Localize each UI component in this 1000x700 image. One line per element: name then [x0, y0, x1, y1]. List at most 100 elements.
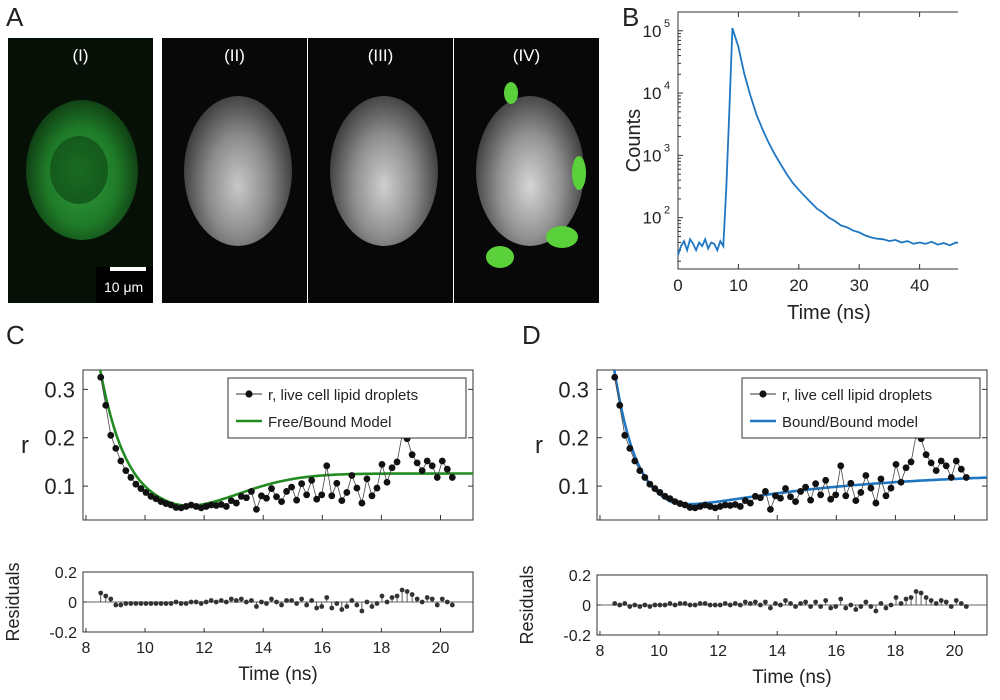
data-point — [152, 495, 160, 503]
data-point — [288, 483, 295, 491]
residual-point — [439, 596, 445, 602]
residual-point — [223, 599, 229, 605]
x-tick-label: 30 — [850, 276, 869, 295]
residual-point — [707, 602, 713, 608]
x-tick-label: 10 — [729, 276, 748, 295]
residual-point — [284, 598, 289, 603]
residual-point — [173, 599, 179, 605]
data-point — [212, 502, 220, 509]
residual-point — [868, 604, 874, 609]
data-point — [393, 458, 401, 466]
data-point — [222, 503, 230, 510]
data-point — [746, 499, 754, 507]
data-point — [132, 480, 140, 488]
data-point — [827, 495, 835, 503]
legend-label-model: Bound/Bound model — [782, 414, 918, 431]
residual-point — [103, 593, 109, 599]
data-point — [242, 494, 250, 502]
data-point — [641, 474, 649, 481]
residual-x-tick-label: 10 — [650, 643, 668, 660]
data-point — [107, 431, 115, 439]
data-point — [686, 504, 694, 511]
data-point — [117, 457, 125, 465]
y-tick-label: 10 — [643, 209, 662, 228]
residual-point — [677, 601, 683, 606]
residual-x-tick-label: 20 — [432, 640, 450, 657]
data-point — [897, 478, 905, 486]
data-point — [142, 489, 150, 496]
cell-body — [184, 96, 292, 246]
residual-point — [717, 602, 723, 608]
residual-point — [153, 601, 159, 606]
residual-point — [319, 604, 325, 609]
residual-point — [309, 598, 315, 603]
data-point — [877, 475, 885, 483]
data-point — [418, 467, 426, 475]
residual-y-axis-label: Residuals — [3, 562, 23, 641]
residual-point — [647, 604, 653, 609]
y-tick-label: 0.2 — [558, 426, 589, 451]
image-label-2: (II) — [224, 46, 245, 65]
data-point — [857, 489, 865, 496]
data-point — [862, 472, 870, 479]
data-point — [792, 498, 799, 506]
data-point — [787, 493, 794, 501]
residual-point — [833, 604, 839, 609]
residual-point — [98, 590, 104, 596]
data-point — [112, 444, 120, 452]
y-axis-label: r — [535, 432, 543, 459]
residual-point — [259, 599, 264, 605]
residual-point — [419, 599, 425, 605]
residual-y-axis-label: Residuals — [517, 565, 537, 644]
residual-point — [943, 599, 949, 605]
residual-point — [213, 599, 219, 605]
droplet-overlay — [504, 82, 518, 104]
anisotropy-chart-free-bound: 0.1 0.2 0.3 r r, live cell lipid droplets Fre… — [3, 369, 474, 685]
data-point — [822, 476, 830, 484]
data-point — [368, 492, 376, 500]
residual-point — [737, 602, 743, 608]
data-point — [448, 474, 456, 481]
data-point — [872, 499, 880, 507]
data-point — [248, 488, 255, 495]
residual-point — [108, 596, 114, 602]
residual-point — [198, 601, 204, 606]
data-point — [303, 491, 311, 499]
residual-point — [364, 599, 370, 605]
residual-point — [203, 599, 209, 605]
data-point — [927, 459, 935, 467]
residual-point — [228, 596, 234, 602]
residual-point — [727, 602, 733, 608]
data-point — [293, 496, 301, 504]
residual-point — [913, 589, 919, 594]
residual-point — [883, 605, 889, 611]
legend-label-data: r, live cell lipid droplets — [268, 387, 418, 404]
residual-point — [813, 599, 819, 605]
y-tick-label: 10 — [643, 146, 662, 165]
data-point — [423, 457, 431, 465]
data-point — [443, 465, 451, 473]
data-point — [611, 373, 619, 381]
data-point — [666, 495, 674, 503]
data-point — [932, 467, 940, 475]
droplet-overlay — [546, 226, 578, 248]
micrograph-4: (IV) — [454, 38, 599, 303]
data-point — [353, 484, 361, 492]
residual-point — [344, 604, 350, 609]
residual-point — [434, 602, 440, 608]
data-point — [127, 474, 135, 481]
residual-point — [324, 595, 330, 600]
residual-point — [183, 601, 189, 606]
residual-point — [399, 587, 405, 593]
data-point — [616, 401, 624, 409]
data-point — [812, 480, 820, 488]
data-point — [882, 492, 890, 500]
data-point — [438, 457, 446, 465]
residual-point — [163, 601, 169, 606]
residual-point — [682, 601, 688, 606]
residual-point — [143, 601, 149, 606]
residual-point — [612, 601, 618, 606]
residual-point — [742, 599, 748, 605]
residual-point — [627, 604, 633, 609]
residual-point — [334, 601, 340, 606]
